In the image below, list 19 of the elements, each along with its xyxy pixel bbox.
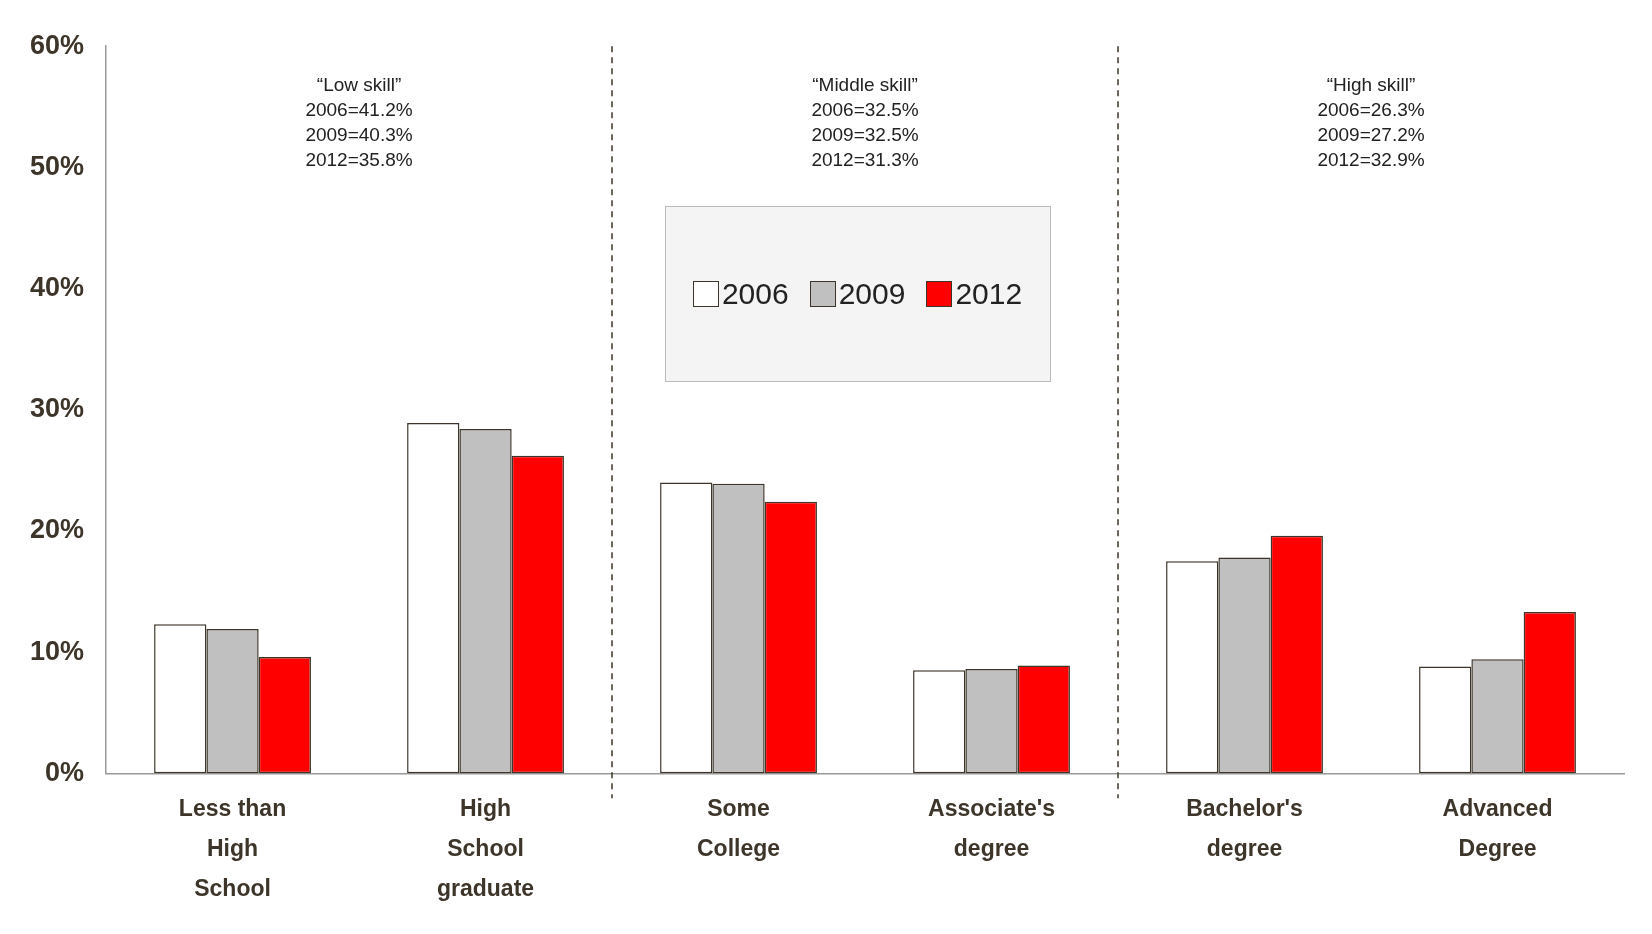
y-tick-label: 20%	[29, 514, 85, 545]
annotation: “Low skill” 2006=41.2% 2009=40.3% 2012=35.8%	[305, 74, 413, 171]
annotation: “High skill” 2006=26.3% 2009=27.2% 2012=32.9%	[1317, 74, 1425, 171]
y-tick-label: 30%	[29, 393, 85, 424]
y-tick-label: 10%	[29, 635, 85, 666]
y-tick-label: 60%	[29, 29, 85, 60]
x-tick-label: Associate's degree	[928, 794, 1055, 861]
x-tick-label: High School graduate	[436, 794, 535, 902]
x-tick-label: Advanced Degree	[1442, 794, 1553, 861]
x-tick-label: Less than High School	[178, 794, 287, 902]
legend-label: 2012	[954, 277, 1023, 312]
legend-label: 2009	[837, 277, 906, 312]
x-tick-label: Bachelor's degree	[1186, 794, 1303, 861]
y-tick-label: 0%	[45, 756, 85, 787]
x-tick-label: Some College	[696, 794, 781, 861]
y-tick-label: 40%	[29, 272, 85, 302]
y-tick-label: 50%	[29, 150, 85, 181]
legend-label: 2006	[720, 277, 789, 312]
annotation: “Middle skill” 2006=32.5% 2009=32.5% 2012=31.3%	[811, 74, 919, 171]
